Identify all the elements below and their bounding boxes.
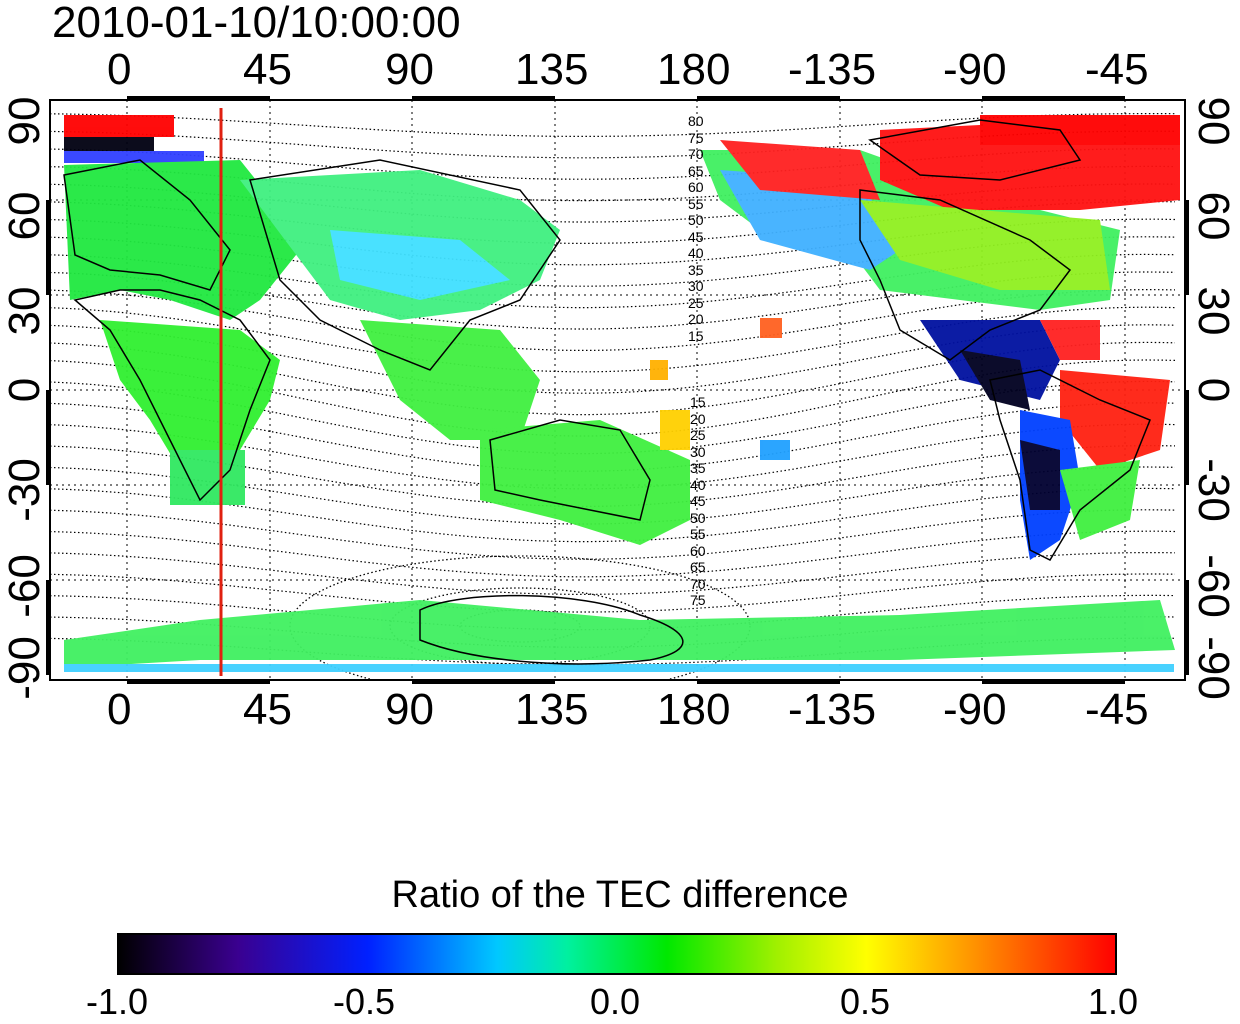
dip-contour xyxy=(50,573,1176,613)
bottom-tick-label: 135 xyxy=(515,685,589,734)
top-tick-label: 0 xyxy=(107,45,132,94)
dip-label: 55 xyxy=(688,195,704,212)
dip-label: 45 xyxy=(688,228,704,245)
dip-label: 45 xyxy=(690,493,706,509)
right-tick-label: -30 xyxy=(1189,458,1238,522)
dip-label: 70 xyxy=(688,146,704,162)
bottom-tick-label: -45 xyxy=(1085,685,1149,734)
dip-label: 65 xyxy=(688,162,704,179)
dip-contour xyxy=(50,487,1176,543)
map-title: 2010-01-10/10:00:00 xyxy=(52,0,461,47)
left-tick-label: -90 xyxy=(0,636,49,700)
right-tick-label: 60 xyxy=(1189,191,1238,241)
colorbar-tick-label: 0.5 xyxy=(840,981,891,1022)
left-tick-label: -60 xyxy=(0,554,49,618)
left-tick-label: -30 xyxy=(0,458,49,522)
dip-label: 50 xyxy=(688,212,704,228)
bottom-tick-label: -90 xyxy=(943,685,1007,734)
dip-label: 75 xyxy=(688,129,704,146)
top-tick-label: -90 xyxy=(943,45,1007,94)
colorbar-tick-label: -0.5 xyxy=(333,981,396,1022)
dip-label: 15 xyxy=(688,327,704,344)
dip-contour xyxy=(50,552,1176,595)
bottom-tick-label: 180 xyxy=(657,685,731,734)
dip-contour xyxy=(50,530,1176,578)
right-tick-label: 0 xyxy=(1189,377,1238,403)
colorbar xyxy=(117,933,1117,975)
dip-label: 50 xyxy=(690,509,706,526)
top-tick-label: 180 xyxy=(657,45,731,94)
dip-label: 40 xyxy=(688,245,704,261)
bottom-tick-label: -135 xyxy=(788,685,877,734)
dip-label: 80 xyxy=(688,113,704,129)
dip-contour xyxy=(50,509,1176,560)
top-tick-label: -135 xyxy=(788,45,877,94)
dip-label: 75 xyxy=(690,592,706,608)
top-tick-label: 45 xyxy=(243,45,292,94)
dip-label: 60 xyxy=(690,542,706,559)
dip-label: 15 xyxy=(690,394,706,410)
left-tick-label: 30 xyxy=(0,286,49,336)
right-tick-label: 90 xyxy=(1189,96,1238,146)
right-tick-label: -90 xyxy=(1189,636,1238,700)
dip-label: 35 xyxy=(688,261,704,278)
dip-label: 70 xyxy=(690,575,706,592)
bottom-tick-label: 45 xyxy=(243,685,292,734)
bottom-tick-label: 0 xyxy=(107,685,132,734)
frame-ticks xyxy=(46,96,1189,684)
colorbar-tick-label: 1.0 xyxy=(1088,981,1139,1022)
dip-label: 25 xyxy=(690,427,706,443)
dip-label: 20 xyxy=(688,311,704,327)
left-tick-label: 90 xyxy=(0,96,49,146)
dip-label: 60 xyxy=(688,179,704,195)
dip-label: 20 xyxy=(690,410,706,427)
top-tick-label: -45 xyxy=(1085,45,1149,94)
coastlines xyxy=(63,119,1151,665)
dip-label: 55 xyxy=(690,526,706,542)
left-tick-label: 0 xyxy=(0,377,49,403)
dip-contour xyxy=(50,306,1176,373)
dip-label: 30 xyxy=(688,278,704,294)
dip-label: 25 xyxy=(688,294,704,311)
right-tick-label: -60 xyxy=(1189,554,1238,618)
dip-label: 30 xyxy=(690,443,706,460)
colorbar-title: Ratio of the TEC difference xyxy=(391,874,849,916)
left-tick-label: 60 xyxy=(0,191,49,241)
dip-label: 35 xyxy=(690,460,706,476)
dip-label: 65 xyxy=(690,559,706,575)
top-tick-label: 90 xyxy=(385,45,434,94)
colorbar-tick-label: -1.0 xyxy=(86,981,149,1022)
right-tick-label: 30 xyxy=(1189,286,1238,336)
colorbar-tick-label: 0.0 xyxy=(590,981,641,1022)
top-tick-label: 135 xyxy=(515,45,589,94)
tec-patches xyxy=(64,115,1180,672)
bottom-tick-label: 90 xyxy=(385,685,434,734)
dip-label: 40 xyxy=(690,476,706,493)
